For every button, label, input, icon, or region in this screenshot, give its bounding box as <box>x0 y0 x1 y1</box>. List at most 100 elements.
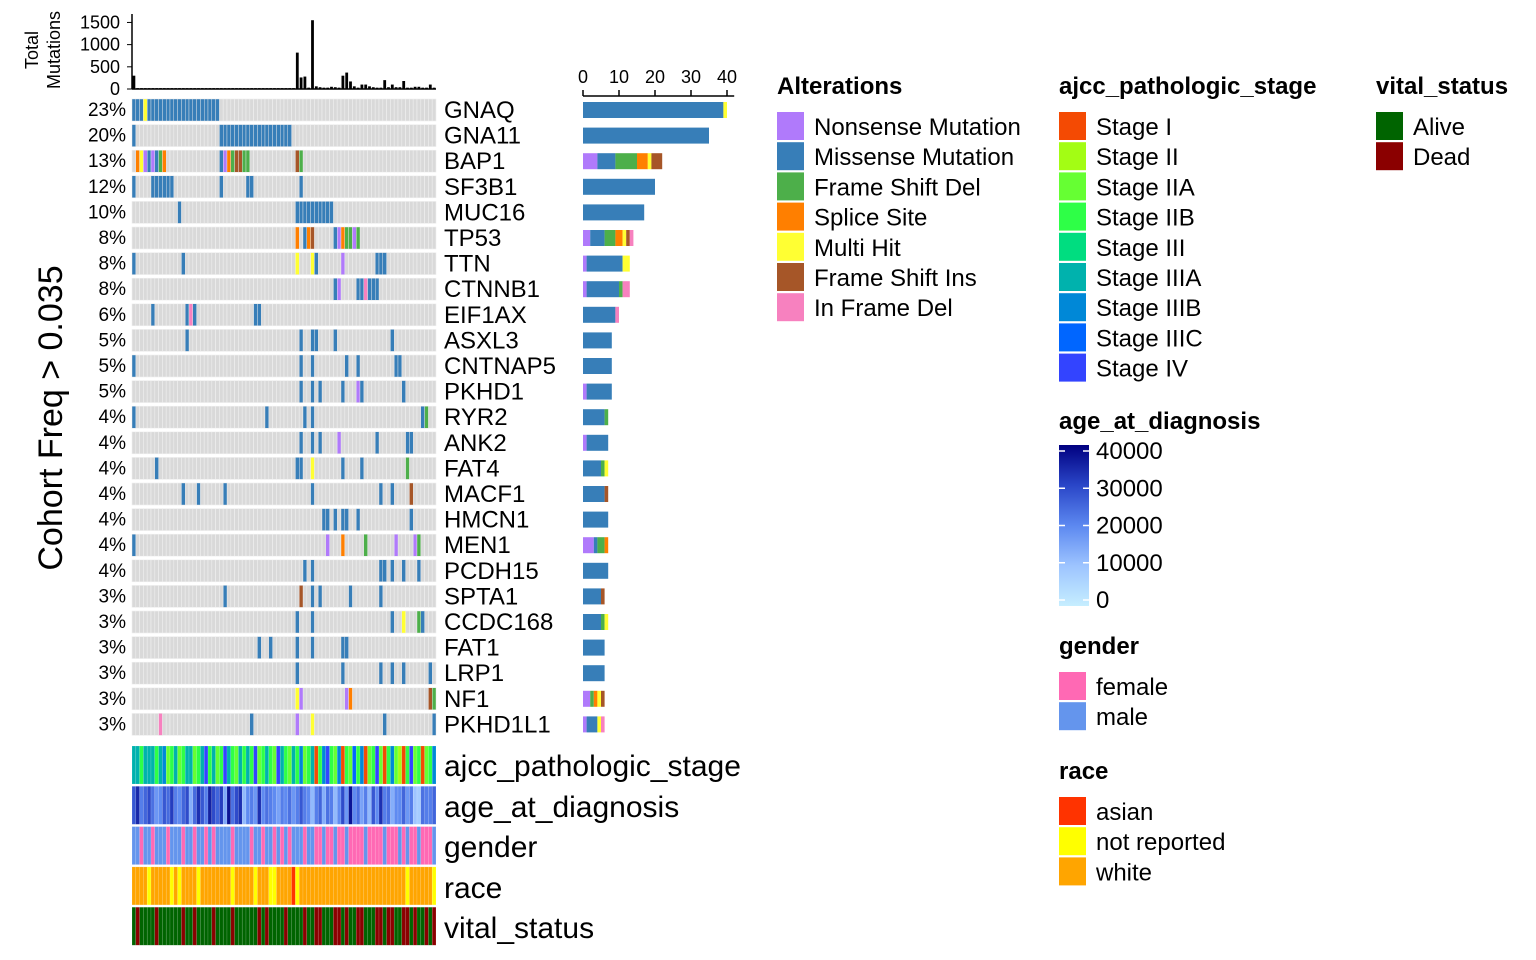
oncoplot-empty-cell <box>306 585 311 608</box>
annotation-cell-race <box>298 866 304 906</box>
oncoplot-empty-cell <box>314 226 319 250</box>
annotation-cell-gender <box>260 826 266 865</box>
oncoplot-empty-cell <box>310 175 315 199</box>
stage-legend-swatch <box>1059 142 1086 171</box>
gene-name-label: RYR2 <box>444 404 508 431</box>
gene-name-label: HMCN1 <box>444 507 529 534</box>
oncoplot-empty-cell <box>264 559 270 583</box>
oncoplot-empty-cell <box>188 687 194 711</box>
annotation-cell-age-at-diagnosis <box>226 786 232 825</box>
oncoplot-empty-cell <box>393 277 399 301</box>
gene-name-label: CNTNAP5 <box>444 353 556 380</box>
annotation-cell-race <box>219 866 224 906</box>
oncoplot-empty-cell <box>184 457 190 480</box>
oncoplot-empty-cell <box>428 226 433 250</box>
oncoplot-empty-cell <box>257 610 262 634</box>
oncoplot-mutation-cell <box>310 713 315 736</box>
oncoplot-empty-cell <box>401 252 406 275</box>
oncoplot-empty-cell <box>196 303 201 327</box>
annotation-label: vital_status <box>444 912 594 945</box>
oncoplot-empty-cell <box>135 252 140 275</box>
oncoplot-empty-cell <box>279 405 285 429</box>
oncoplot-empty-cell <box>279 713 285 736</box>
oncoplot-empty-cell <box>314 124 319 147</box>
oncoplot-empty-cell <box>420 226 425 250</box>
oncoplot-empty-cell <box>215 124 220 147</box>
oncoplot-mutation-cell <box>192 98 197 122</box>
oncoplot-mutation-cell <box>371 278 376 301</box>
oncoplot-empty-cell <box>253 687 258 711</box>
oncoplot-empty-cell <box>154 380 159 403</box>
oncoplot-empty-cell <box>234 226 239 250</box>
oncoplot-empty-cell <box>249 508 254 531</box>
oncoplot-empty-cell <box>424 431 429 455</box>
oncoplot-empty-cell <box>177 559 182 583</box>
oncoplot-empty-cell <box>260 559 266 583</box>
annotation-cell-age-at-diagnosis <box>329 786 334 825</box>
total-mutations-bar <box>276 88 280 89</box>
oncoplot-mutation-cell <box>146 98 152 122</box>
gender-legend-label: male <box>1096 704 1148 731</box>
oncoplot-empty-cell <box>321 559 327 583</box>
total-mutations-bar <box>352 86 356 89</box>
oncoplot-empty-cell <box>287 559 292 583</box>
annotation-label: gender <box>444 831 537 864</box>
oncoplot-mutation-cell <box>390 610 395 634</box>
annotation-cell-age-at-diagnosis <box>184 786 190 825</box>
oncoplot-mutation-cell <box>162 175 167 199</box>
oncoplot-empty-cell <box>371 713 376 736</box>
total-mutations-bar <box>200 88 204 89</box>
oncoplot-empty-cell <box>143 636 148 659</box>
oncoplot-mutation-cell <box>299 149 304 173</box>
oncoplot-empty-cell <box>200 303 205 327</box>
race-legend-swatch <box>1059 827 1086 856</box>
oncoplot-empty-cell <box>158 457 163 480</box>
annotation-cell-race <box>226 866 232 906</box>
oncoplot-empty-cell <box>150 431 156 455</box>
gene-bar-segment <box>615 230 623 246</box>
oncoplot-mutation-cell <box>314 329 319 352</box>
oncoplot-empty-cell <box>131 585 137 608</box>
oncoplot-empty-cell <box>249 303 254 327</box>
annotation-cell-vital-status <box>257 906 262 946</box>
oncoplot-empty-cell <box>321 636 327 659</box>
oncoplot-mutation-cell <box>382 713 387 736</box>
oncoplot-empty-cell <box>283 687 289 711</box>
oncoplot-empty-cell <box>146 636 152 659</box>
oncoplot-mutation-cell <box>150 175 155 199</box>
gene-name-label: EIF1AX <box>444 302 527 329</box>
oncoplot-empty-cell <box>207 354 213 378</box>
total-mutations-bar <box>204 88 208 89</box>
oncoplot-empty-cell <box>268 533 273 557</box>
oncoplot-empty-cell <box>200 559 205 583</box>
oncoplot-empty-cell <box>241 98 247 122</box>
oncoplot-empty-cell <box>306 713 311 736</box>
annotation-cell-age-at-diagnosis <box>165 786 171 825</box>
oncoplot-empty-cell <box>203 226 209 250</box>
oncoplot-mutation-cell <box>325 534 330 557</box>
oncoplot-empty-cell <box>295 380 300 403</box>
annotation-cell-age-at-diagnosis <box>238 786 243 825</box>
oncoplot-empty-cell <box>279 226 285 250</box>
oncoplot-mutation-cell <box>428 687 433 710</box>
gene-bar-segment <box>583 281 587 298</box>
oncoplot-empty-cell <box>424 713 429 736</box>
oncoplot-empty-cell <box>359 124 365 147</box>
oncoplot-empty-cell <box>371 585 376 608</box>
oncoplot-empty-cell <box>340 354 346 378</box>
annotation-cell-ajcc-pathologic-stage <box>336 745 342 785</box>
oncoplot-empty-cell <box>359 354 365 378</box>
oncoplot-empty-cell <box>329 482 334 506</box>
gene-bar-segment <box>583 204 645 221</box>
annotation-cell-vital-status <box>428 906 433 946</box>
oncoplot-empty-cell <box>165 457 171 480</box>
oncoplot-empty-cell <box>173 508 178 531</box>
stage-legend-swatch <box>1059 232 1086 261</box>
oncoplot-empty-cell <box>253 380 258 403</box>
stage-legend-swatch <box>1059 112 1086 140</box>
oncoplot-empty-cell <box>173 559 178 583</box>
oncoplot-empty-cell <box>352 149 357 173</box>
oncoplot-empty-cell <box>336 354 342 378</box>
oncoplot-empty-cell <box>253 98 258 122</box>
total-mutations-bar <box>292 88 295 89</box>
